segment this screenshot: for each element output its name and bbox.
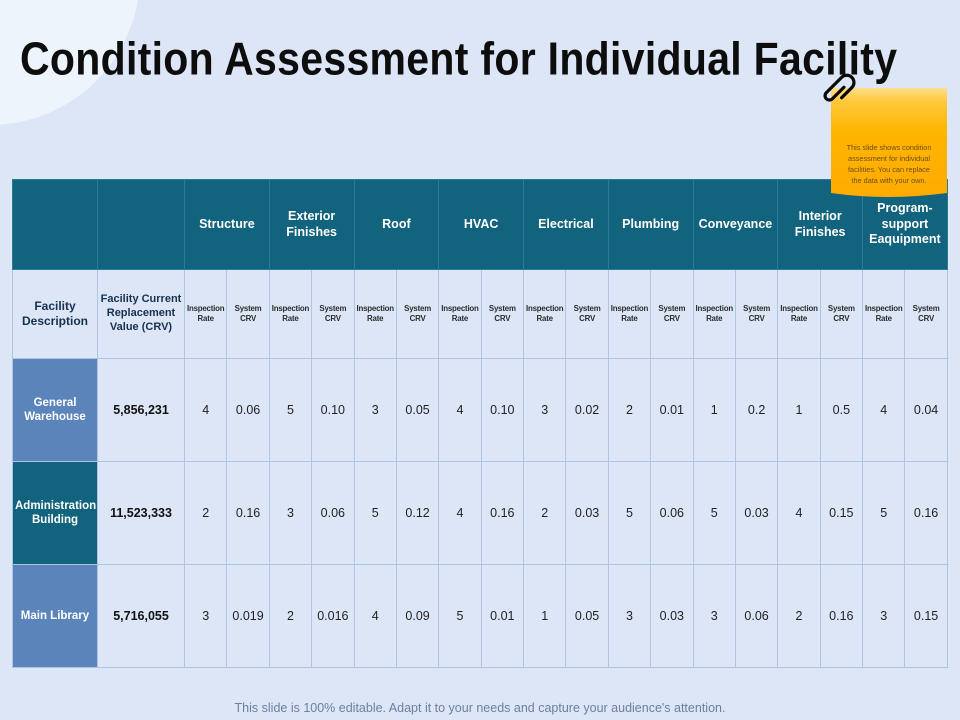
svg-text:assessment for individual: assessment for individual [848,154,930,163]
svg-text:the data with your own.: the data with your own. [851,176,926,185]
svg-text:facilities. You can replace: facilities. You can replace [848,165,930,174]
svg-text:This slide shows condition: This slide shows condition [847,143,932,152]
